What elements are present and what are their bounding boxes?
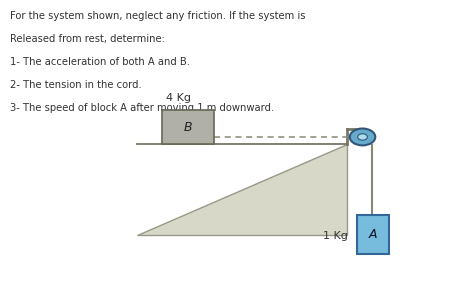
Text: 3- The speed of block A after moving 1 m downward.: 3- The speed of block A after moving 1 m… [10,103,273,113]
Bar [162,110,214,144]
Text: A: A [368,228,376,241]
Text: B: B [183,121,192,134]
Circle shape [349,129,374,145]
Text: 1 Kg: 1 Kg [322,231,347,241]
Bar [356,215,389,254]
Circle shape [357,134,367,140]
Text: 2- The tension in the cord.: 2- The tension in the cord. [10,80,142,90]
Text: Released from rest, determine:: Released from rest, determine: [10,34,165,44]
Text: 4 Kg: 4 Kg [166,93,191,103]
Polygon shape [136,144,346,235]
Text: For the system shown, neglect any friction. If the system is: For the system shown, neglect any fricti… [10,11,305,20]
Text: 1- The acceleration of both A and B.: 1- The acceleration of both A and B. [10,57,190,67]
